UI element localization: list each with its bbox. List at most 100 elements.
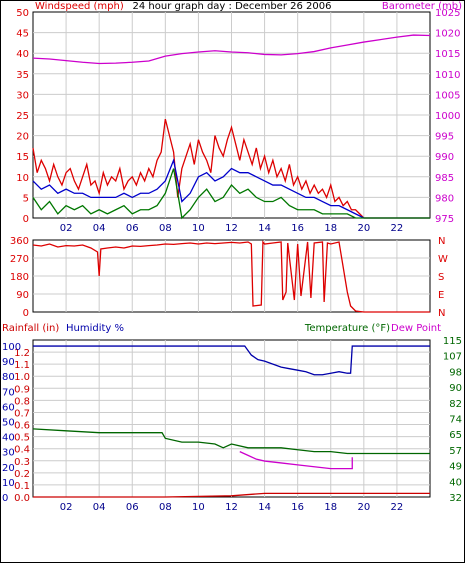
wind-tick-label: 20 — [16, 132, 29, 143]
direction-tick-label: 90 — [16, 290, 29, 301]
wind-tick-label: 50 — [16, 8, 29, 19]
barometer-tick-label: 985 — [435, 173, 454, 184]
wind-tick-label: 30 — [16, 90, 29, 101]
series-line-average — [32, 158, 430, 219]
x-tick-label: 18 — [324, 502, 337, 513]
rainfall-axis-label: Rainfall (in) — [2, 323, 59, 334]
humidity-tick-label: 100 — [2, 342, 21, 353]
x-tick-label: 14 — [258, 502, 271, 513]
temperature-tick-label: 65 — [449, 430, 462, 441]
wind-tick-label: 10 — [16, 173, 29, 184]
x-tick-label: 22 — [391, 502, 404, 513]
wind-tick-label: 0 — [23, 214, 29, 225]
temperature-tick-label: 98 — [449, 367, 462, 378]
x-tick-label: 22 — [391, 223, 404, 234]
wind-tick-label: 5 — [23, 193, 29, 204]
series-line-temperature — [32, 428, 430, 455]
windspeed-axis-label: Windspeed (mph) — [35, 1, 124, 12]
rainfall-tick-label: 0.2 — [14, 469, 30, 480]
humidity-tick-label: 40 — [2, 433, 15, 444]
rainfall-tick-label: 0.1 — [14, 481, 30, 492]
barometer-tick-label: 990 — [435, 152, 454, 163]
temperature-tick-label: 115 — [443, 336, 462, 347]
compass-label: W — [438, 254, 448, 265]
barometer-tick-label: 1020 — [435, 29, 460, 40]
wind-tick-label: 15 — [16, 152, 29, 163]
rainfall-tick-label: 1.0 — [14, 372, 30, 383]
wind-tick-label: 35 — [16, 70, 29, 81]
barometer-tick-label: 1010 — [435, 70, 460, 81]
x-tick-label: 06 — [126, 502, 139, 513]
rainfall-tick-label: 0.6 — [14, 421, 30, 432]
x-tick-label: 12 — [225, 223, 238, 234]
rainfall-tick-label: 0.7 — [14, 408, 30, 419]
x-tick-label: 04 — [93, 502, 106, 513]
x-tick-label: 06 — [126, 223, 139, 234]
barometer-tick-label: 1015 — [435, 49, 460, 60]
direction-tick-label: 0 — [23, 308, 29, 319]
barometer-tick-label: 975 — [435, 214, 454, 225]
humidity-axis-label: Humidity % — [66, 323, 124, 334]
temperature-tick-label: 90 — [449, 383, 462, 394]
x-tick-label: 20 — [357, 223, 370, 234]
barometer-tick-label: 995 — [435, 132, 454, 143]
x-tick-label: 08 — [159, 223, 172, 234]
humidity-tick-label: 20 — [2, 463, 15, 474]
x-tick-label: 10 — [192, 502, 205, 513]
series-line-humidity — [33, 345, 430, 376]
series-line-gust — [32, 118, 430, 219]
rainfall-tick-label: 1.2 — [14, 348, 30, 359]
x-tick-label: 10 — [192, 223, 205, 234]
humidity-tick-label: 0 — [2, 493, 8, 504]
compass-label: E — [438, 290, 444, 301]
barometer-axis-label: Barometer (mb) — [382, 1, 462, 12]
rainfall-tick-label: 0.9 — [14, 384, 30, 395]
barometer-tick-label: 980 — [435, 193, 454, 204]
direction-tick-label: 360 — [10, 236, 29, 247]
humidity-tick-label: 30 — [2, 448, 15, 459]
series-line-dewpoint — [239, 451, 353, 470]
compass-label: N — [438, 308, 445, 319]
temperature-tick-label: 107 — [443, 352, 462, 363]
series-line-direction_gust — [32, 168, 430, 220]
rainfall-tick-label: 1.1 — [14, 360, 30, 371]
rainfall-tick-label: 0.3 — [14, 457, 30, 468]
humidity-tick-label: 70 — [2, 387, 15, 398]
temperature-tick-label: 74 — [449, 415, 462, 426]
temperature-axis-label: Temperature (°F) — [304, 323, 390, 334]
rainfall-tick-label: 0.4 — [14, 445, 30, 456]
wind-tick-label: 40 — [16, 49, 29, 60]
barometer-tick-label: 1005 — [435, 90, 460, 101]
x-tick-label: 02 — [60, 223, 73, 234]
series-line-direction — [32, 240, 430, 313]
x-tick-label: 14 — [258, 223, 271, 234]
humidity-tick-label: 80 — [2, 372, 15, 383]
x-tick-label: 12 — [225, 502, 238, 513]
humidity-tick-label: 90 — [2, 357, 15, 368]
rainfall-tick-label: 0.5 — [14, 433, 30, 444]
dewpoint-axis-label: Dew Point — [391, 323, 441, 334]
graph-title: 24 hour graph day : December 26 2006 — [133, 1, 332, 12]
x-tick-label: 20 — [357, 502, 370, 513]
x-tick-label: 04 — [93, 223, 106, 234]
temperature-tick-label: 49 — [449, 462, 462, 473]
x-tick-label: 16 — [291, 502, 304, 513]
wind-tick-label: 25 — [16, 111, 29, 122]
x-tick-label: 02 — [60, 502, 73, 513]
barometer-tick-label: 1025 — [435, 8, 460, 19]
x-tick-label: 18 — [324, 223, 337, 234]
temperature-tick-label: 40 — [449, 477, 462, 488]
series-line-rainfall — [33, 492, 430, 498]
humidity-tick-label: 50 — [2, 418, 15, 429]
temperature-tick-label: 32 — [449, 493, 462, 504]
compass-label: N — [438, 236, 445, 247]
x-tick-label: 16 — [291, 223, 304, 234]
series-line-barometer — [32, 34, 431, 65]
direction-tick-label: 180 — [10, 272, 29, 283]
humidity-tick-label: 60 — [2, 402, 15, 413]
barometer-tick-label: 1000 — [435, 111, 460, 122]
compass-label: S — [438, 272, 444, 283]
temperature-tick-label: 82 — [449, 399, 462, 410]
rainfall-tick-label: 0.8 — [14, 396, 30, 407]
